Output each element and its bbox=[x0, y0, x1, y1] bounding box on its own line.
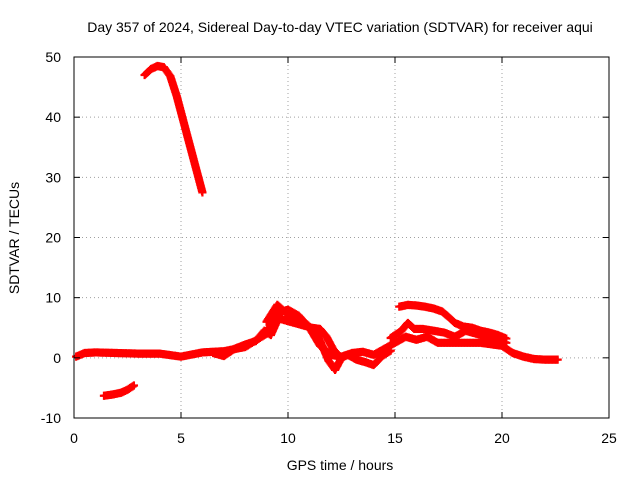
axis-ticks: 0 5 10 15 20 25 -10 0 10 20 30 40 50 bbox=[41, 49, 617, 446]
data-point bbox=[502, 334, 511, 343]
y-tick-label: 10 bbox=[45, 290, 61, 306]
chart-title: Day 357 of 2024, Sidereal Day-to-day VTE… bbox=[87, 19, 593, 35]
y-tick-label: 40 bbox=[45, 109, 61, 125]
series-high-arc bbox=[140, 61, 207, 197]
data-points bbox=[72, 61, 562, 400]
series-upper-afternoon-arc bbox=[395, 300, 511, 343]
x-axis-label: GPS time / hours bbox=[287, 457, 394, 473]
data-point bbox=[335, 352, 344, 361]
y-tick-label: 30 bbox=[45, 169, 61, 185]
y-tick-label: -10 bbox=[41, 410, 61, 426]
x-tick-label: 0 bbox=[70, 430, 78, 446]
x-tick-label: 25 bbox=[601, 430, 617, 446]
data-point bbox=[198, 188, 207, 197]
data-point bbox=[553, 355, 562, 364]
data-point bbox=[386, 346, 395, 355]
x-tick-label: 20 bbox=[494, 430, 510, 446]
series-morning-arc bbox=[209, 316, 282, 361]
y-tick-label: 50 bbox=[45, 49, 61, 65]
x-tick-label: 5 bbox=[177, 430, 185, 446]
data-point bbox=[129, 381, 139, 390]
x-tick-label: 15 bbox=[387, 430, 403, 446]
x-tick-label: 10 bbox=[280, 430, 296, 446]
data-point bbox=[273, 316, 282, 325]
series-negative-arc bbox=[99, 381, 139, 400]
y-tick-label: 0 bbox=[53, 350, 61, 366]
y-axis-label: SDTVAR / TECUs bbox=[6, 182, 22, 294]
y-tick-label: 20 bbox=[45, 230, 61, 246]
